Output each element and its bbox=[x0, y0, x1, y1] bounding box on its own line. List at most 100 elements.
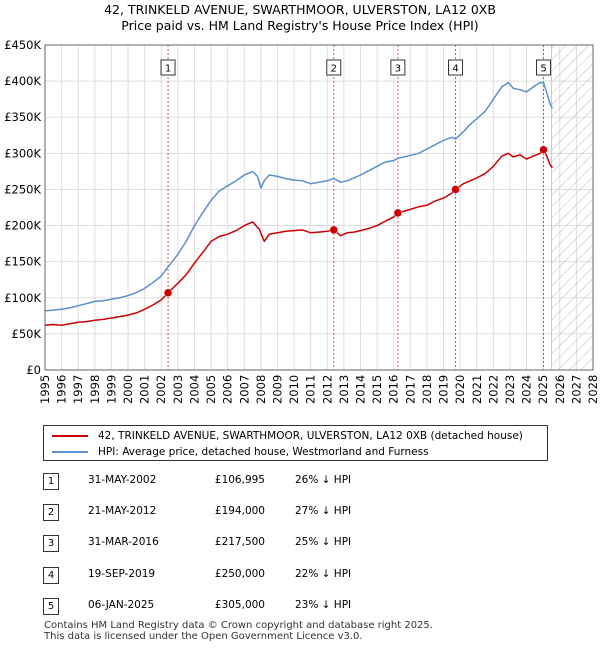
sale-date: 31-MAR-2016 bbox=[88, 536, 159, 548]
sale-label-number: 1 bbox=[165, 64, 171, 75]
x-tick-label: 2024 bbox=[520, 375, 534, 404]
x-tick-label: 2013 bbox=[337, 375, 351, 404]
sale-date: 19-SEP-2019 bbox=[88, 568, 156, 580]
x-tick-label: 2019 bbox=[437, 375, 451, 404]
x-tick-label: 2001 bbox=[138, 375, 152, 404]
sale-price: £194,000 bbox=[214, 505, 265, 517]
sale-hpi-diff: 25% ↓ HPI bbox=[295, 536, 352, 548]
x-tick-label: 2027 bbox=[569, 375, 583, 404]
chart-title-block: 42, TRINKELD AVENUE, SWARTHMOOR, ULVERST… bbox=[0, 2, 600, 34]
sale-price: £250,000 bbox=[214, 568, 265, 580]
sale-point bbox=[539, 145, 548, 154]
x-tick-label: 1997 bbox=[71, 375, 85, 404]
sale-label-box: 4 bbox=[448, 59, 464, 76]
x-tick-label: 2020 bbox=[453, 375, 467, 404]
x-tick-label: 2010 bbox=[287, 375, 301, 404]
sale-price: £217,500 bbox=[214, 536, 265, 548]
sales-row: 3 31-MAR-2016 £217,500 25% ↓ HPI bbox=[43, 535, 563, 553]
sale-number-badge: 3 bbox=[43, 535, 59, 552]
sale-label-frame bbox=[326, 59, 342, 76]
sale-number-badge: 1 bbox=[43, 473, 59, 490]
x-tick-label: 2014 bbox=[354, 375, 368, 404]
y-tick-label: £50K bbox=[12, 327, 42, 341]
sale-label-box: 1 bbox=[160, 59, 176, 76]
price-chart: 1 2 3 4 5 £0 £50K £100K £150K £200K £250K £300K £35… bbox=[4, 38, 600, 404]
chart-title: 42, TRINKELD AVENUE, SWARTHMOOR, ULVERST… bbox=[104, 2, 496, 17]
y-tick-label: £400K bbox=[4, 74, 41, 88]
x-tick-label: 2028 bbox=[586, 375, 600, 404]
sale-price: £106,995 bbox=[214, 474, 265, 486]
x-tick-label: 1998 bbox=[88, 375, 102, 404]
y-tick-label: £150K bbox=[4, 255, 41, 269]
sale-hpi-diff: 23% ↓ HPI bbox=[295, 599, 352, 611]
property-price-line bbox=[44, 148, 553, 326]
x-tick-label: 2022 bbox=[486, 375, 500, 404]
legend-swatch-property bbox=[52, 435, 88, 437]
x-tick-label: 2023 bbox=[503, 375, 517, 404]
sales-row: 1 31-MAY-2002 £106,995 26% ↓ HPI bbox=[43, 473, 563, 491]
x-tick-label: 2006 bbox=[221, 375, 235, 404]
sales-row: 2 21-MAY-2012 £194,000 27% ↓ HPI bbox=[43, 504, 563, 522]
y-tick-label: £300K bbox=[4, 146, 41, 160]
sale-date: 31-MAY-2002 bbox=[88, 474, 157, 486]
legend-label-property: 42, TRINKELD AVENUE, SWARTHMOOR, ULVERST… bbox=[98, 430, 523, 442]
x-tick-label: 1995 bbox=[38, 375, 52, 404]
x-tick-label: 2003 bbox=[171, 375, 185, 404]
sales-row: 4 19-SEP-2019 £250,000 22% ↓ HPI bbox=[43, 567, 563, 585]
plot-frame bbox=[44, 44, 594, 371]
x-tick-label: 2002 bbox=[154, 375, 168, 404]
sale-label-box: 5 bbox=[536, 59, 552, 76]
sale-hpi-diff: 26% ↓ HPI bbox=[295, 474, 352, 486]
sale-date: 21-MAY-2012 bbox=[88, 505, 157, 517]
sale-price: £305,000 bbox=[214, 599, 265, 611]
sale-label-box: 3 bbox=[390, 59, 406, 76]
hpi-line bbox=[44, 81, 553, 312]
footer-copyright: Contains HM Land Registry data © Crown c… bbox=[44, 620, 433, 631]
y-tick-label: £200K bbox=[4, 219, 41, 233]
x-tick-label: 2025 bbox=[536, 375, 550, 404]
y-tick-label: £250K bbox=[4, 182, 41, 196]
legend-swatch-hpi bbox=[52, 451, 88, 453]
x-tick-label: 2005 bbox=[204, 375, 218, 404]
x-tick-label: 2007 bbox=[237, 375, 251, 404]
x-tick-label: 2016 bbox=[387, 375, 401, 404]
x-tick-label: 2012 bbox=[320, 375, 334, 404]
y-tick-label: £100K bbox=[4, 291, 41, 305]
sale-label-frame bbox=[390, 59, 406, 76]
sale-number-badge: 5 bbox=[43, 598, 59, 615]
x-tick-label: 1999 bbox=[104, 375, 118, 404]
x-tick-label: 2009 bbox=[270, 375, 284, 404]
x-tick-label: 2026 bbox=[553, 375, 567, 404]
sale-number-badge: 4 bbox=[43, 567, 59, 584]
y-tick-label: £0 bbox=[26, 363, 41, 377]
sale-date: 06-JAN-2025 bbox=[88, 599, 155, 611]
x-tick-label: 2004 bbox=[187, 375, 201, 404]
x-tick-label: 2018 bbox=[420, 375, 434, 404]
y-tick-label: £450K bbox=[4, 38, 41, 52]
sale-label-frame bbox=[448, 59, 464, 76]
sale-label-number: 4 bbox=[452, 64, 458, 75]
legend-item-hpi: HPI: Average price, detached house, West… bbox=[52, 444, 429, 460]
x-tick-label: 2000 bbox=[121, 375, 135, 404]
chart-subtitle: Price paid vs. HM Land Registry's House … bbox=[121, 18, 479, 33]
sale-label-box: 2 bbox=[326, 59, 342, 76]
footer-license: This data is licensed under the Open Gov… bbox=[44, 631, 363, 642]
sale-point bbox=[451, 185, 460, 194]
sale-hpi-diff: 22% ↓ HPI bbox=[295, 568, 352, 580]
x-tick-label: 2008 bbox=[254, 375, 268, 404]
sale-label-frame bbox=[160, 59, 176, 76]
legend-label-hpi: HPI: Average price, detached house, West… bbox=[98, 446, 429, 458]
sale-label-number: 5 bbox=[540, 64, 546, 75]
sales-row: 5 06-JAN-2025 £305,000 23% ↓ HPI bbox=[43, 598, 563, 616]
sale-point bbox=[393, 208, 403, 218]
sale-label-frame bbox=[536, 59, 552, 76]
x-tick-label: 2011 bbox=[304, 375, 318, 404]
sale-label-number: 3 bbox=[395, 64, 401, 75]
chart-legend: 42, TRINKELD AVENUE, SWARTHMOOR, ULVERST… bbox=[43, 425, 548, 461]
legend-item-property: 42, TRINKELD AVENUE, SWARTHMOOR, ULVERST… bbox=[52, 428, 523, 444]
forecast-hatch-region bbox=[550, 44, 594, 371]
sale-point bbox=[163, 288, 173, 297]
sale-label-number: 2 bbox=[331, 64, 337, 75]
footer-notice: Contains HM Land Registry data © Crown c… bbox=[44, 620, 433, 642]
sale-number-badge: 2 bbox=[43, 504, 59, 521]
